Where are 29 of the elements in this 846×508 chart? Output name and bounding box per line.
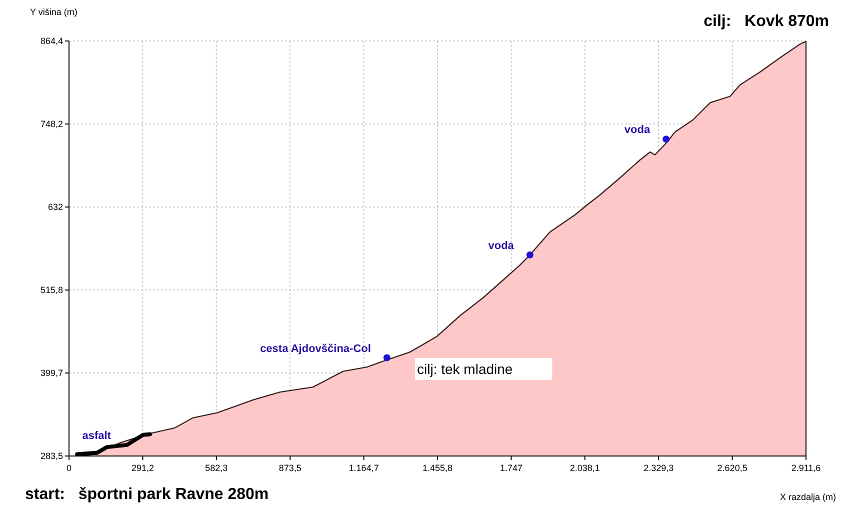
text: start: športni park Ravne 280m: [25, 486, 269, 503]
x-tick-label: 2.911,6: [791, 463, 821, 473]
y-axis-title: Y višina (m): [30, 7, 78, 17]
y-tick-label: 515,8: [40, 285, 63, 296]
point: [662, 136, 670, 143]
y-tick-label: 399,7: [40, 368, 63, 378]
annotation: cesta Ajdovščina-Col: [260, 342, 371, 355]
x-tick-label: 873,5: [278, 463, 302, 473]
y-tick-label: 632: [48, 202, 63, 212]
chart-title: cilj: Kovk 870m: [704, 13, 829, 30]
annotation: asfalt: [82, 430, 112, 442]
point: [383, 354, 390, 362]
annotation: voda: [488, 240, 515, 252]
x-tick-label: 1.747: [500, 463, 522, 473]
y-tick-label: 283,5: [40, 451, 63, 461]
x-tick-label: 2.329,3: [644, 463, 674, 473]
annotation: voda: [624, 124, 651, 136]
x-tick-label: 291,2: [131, 463, 154, 473]
y-tick-label: 748,2: [40, 119, 63, 130]
x-tick-label: 582,3: [205, 463, 228, 473]
x-tick-label: 1.164,7: [348, 463, 379, 473]
x-tick-label: 0: [66, 463, 72, 473]
point: [526, 251, 534, 258]
y-tick-label: 864,4: [40, 36, 63, 46]
x-tick-label: 2.620,5: [717, 463, 748, 473]
x-tick-label: 1.455,8: [422, 463, 453, 473]
x-tick-label: 2.038,1: [570, 463, 600, 473]
annotation: cilj: tek mladine: [417, 361, 513, 377]
x-axis-title: X razdalja (m): [780, 492, 836, 502]
